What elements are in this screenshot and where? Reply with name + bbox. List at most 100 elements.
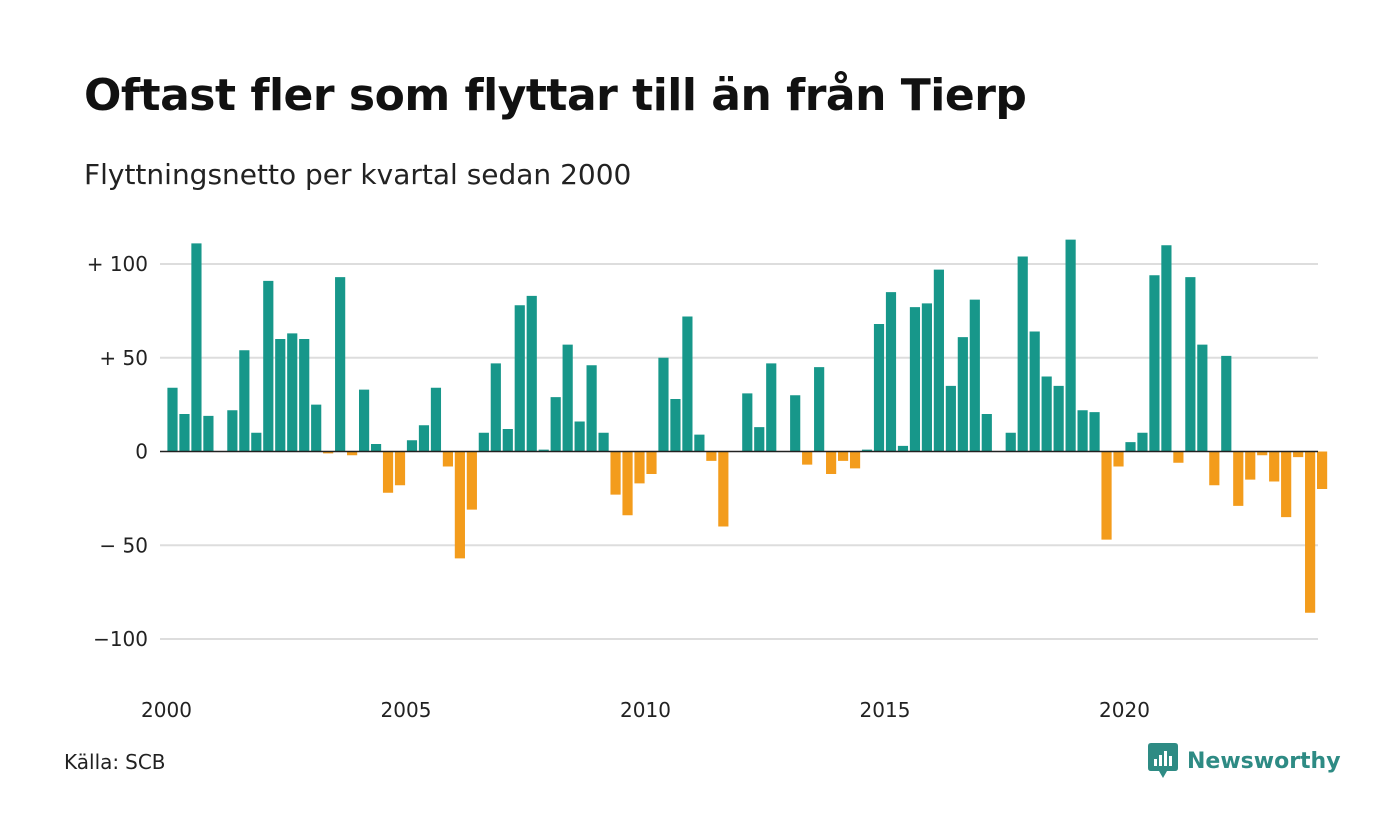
bar-positive: [861, 449, 873, 452]
bar-negative: [622, 451, 633, 516]
bar-positive: [921, 303, 932, 452]
bar-positive: [370, 444, 382, 452]
bar-positive: [586, 365, 597, 452]
x-tick-label: 2010: [620, 698, 671, 722]
bar-positive: [814, 367, 825, 452]
bar-positive: [275, 339, 286, 452]
bar-positive: [191, 243, 202, 452]
bar-positive: [179, 414, 190, 452]
y-tick-label: − 50: [99, 533, 148, 557]
bar-positive: [203, 415, 214, 452]
bar-positive: [933, 269, 944, 452]
bar-positive: [526, 295, 537, 452]
bar-positive: [1137, 432, 1148, 452]
bar-negative: [802, 451, 813, 465]
x-tick-label: 2015: [860, 698, 911, 722]
bar-positive: [1197, 344, 1208, 452]
y-tick-label: −100: [93, 627, 148, 651]
bar-positive: [335, 277, 346, 452]
bar-positive: [227, 410, 238, 452]
bar-negative: [1257, 451, 1268, 456]
y-tick-label: + 50: [99, 346, 148, 370]
bar-negative: [442, 451, 453, 467]
source-value: SCB: [125, 750, 166, 774]
bar-positive: [287, 333, 298, 452]
bar-negative: [706, 451, 717, 461]
bar-positive: [1053, 385, 1064, 452]
bar-negative: [1245, 451, 1256, 480]
bar-negative: [454, 451, 465, 559]
bar-negative: [1113, 451, 1124, 467]
y-tick-label: 0: [135, 440, 148, 464]
axis-layer: + 100 + 50 0 − 50 −100 2000 2005 2010 2015 2020: [87, 252, 1318, 722]
bar-negative: [382, 451, 394, 493]
bar-positive: [1149, 275, 1160, 452]
bar-positive: [251, 432, 262, 452]
bar-positive: [969, 299, 980, 452]
bar-negative: [634, 451, 645, 484]
bar-positive: [1017, 256, 1028, 452]
bar-negative: [1281, 451, 1292, 518]
bar-negative: [838, 451, 849, 461]
bar-positive: [1161, 245, 1172, 452]
brand-name: Newsworthy: [1187, 748, 1341, 774]
brand-logo: Newsworthy: [1148, 743, 1341, 779]
bar-positive: [694, 434, 705, 452]
bar-negative: [466, 451, 477, 510]
bar-positive: [945, 385, 956, 452]
bar-positive: [790, 395, 801, 452]
bar-positive: [873, 324, 885, 452]
bar-negative: [323, 451, 334, 454]
newsworthy-logo-icon: [1148, 743, 1178, 778]
bar-positive: [1005, 432, 1016, 452]
x-tick-label: 2000: [141, 698, 192, 722]
bar-negative: [826, 451, 837, 474]
bar-positive: [263, 280, 274, 452]
bar-negative: [1317, 451, 1328, 489]
bar-negative: [610, 451, 621, 495]
bar-negative: [1269, 451, 1280, 482]
bar-negative: [1101, 451, 1112, 540]
bar-positive: [538, 449, 549, 452]
bar-layer: [167, 239, 1328, 613]
bar-positive: [598, 432, 609, 452]
bar-positive: [1077, 410, 1088, 452]
bar-positive: [574, 421, 585, 452]
bar-negative: [1209, 451, 1220, 486]
chart-title: Oftast fler som flyttar till än från Tie…: [84, 70, 1027, 121]
bar-positive: [514, 305, 525, 452]
bar-positive: [909, 307, 921, 452]
bar-positive: [478, 432, 489, 452]
bar-positive: [766, 363, 777, 452]
grid-layer: [160, 263, 1318, 640]
bar-positive: [885, 292, 897, 452]
bar-positive: [490, 363, 501, 452]
bar-positive: [957, 337, 968, 452]
bar-chart: + 100 + 50 0 − 50 −100 2000 2005 2010 2015 2020: [87, 239, 1328, 722]
bar-negative: [347, 451, 358, 456]
bar-positive: [1185, 277, 1196, 452]
bar-negative: [394, 451, 406, 486]
bar-positive: [1125, 442, 1136, 452]
bar-positive: [550, 397, 561, 452]
bar-positive: [1065, 239, 1076, 452]
chart-subtitle: Flyttningsnetto per kvartal sedan 2000: [84, 158, 632, 191]
bar-positive: [897, 445, 909, 452]
bar-positive: [1221, 355, 1232, 452]
bar-positive: [658, 357, 669, 452]
bar-negative: [1173, 451, 1184, 463]
bar-negative: [1293, 451, 1304, 458]
bar-positive: [670, 399, 681, 452]
bar-positive: [359, 389, 370, 452]
bar-positive: [418, 425, 430, 452]
bar-positive: [299, 339, 310, 452]
bar-positive: [1089, 412, 1100, 452]
y-tick-label: + 100: [87, 252, 148, 276]
bar-positive: [406, 440, 418, 452]
bar-negative: [849, 451, 861, 469]
bar-positive: [239, 350, 250, 452]
bar-positive: [311, 404, 322, 452]
bar-positive: [742, 393, 753, 452]
bar-positive: [167, 387, 178, 452]
source-note: Källa: SCB: [64, 750, 166, 774]
